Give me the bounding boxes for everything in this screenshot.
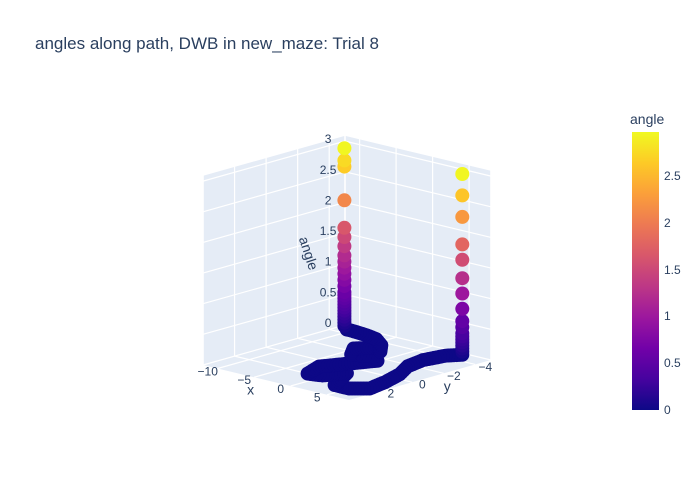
scatter-markers [300,141,470,396]
gridline [202,171,346,213]
end-spike-point [337,193,352,208]
x-tick-label: 0 [277,382,284,396]
wall-yz [345,135,491,360]
start-spike-point [455,167,470,181]
start-spike-point [455,301,470,316]
z-tick-label: 1 [325,255,332,269]
gridline [217,327,360,370]
start-spike-point [455,209,470,224]
x-tick-label: −5 [237,373,251,387]
start-spike-point [455,188,470,203]
colorbar-tick-label: 1.5 [664,262,681,277]
chart-title: angles along path, DWB in new_maze: Tria… [35,34,379,53]
colorbar-tick-label: 1 [664,309,671,324]
start-spike-point [455,314,470,329]
gridline [202,232,346,274]
colorbar-tick-label: 2 [664,215,671,230]
colorbar-gradient [632,132,659,410]
colorbar-title: angle [630,111,665,127]
y-tick-label: −2 [447,369,461,383]
y-axis-title: y [444,378,451,394]
end-spike-point [337,153,352,168]
gridline [344,201,492,239]
end-spike-point [337,141,352,156]
gridline [202,263,346,305]
gridline [344,171,492,208]
y-tick-label: −4 [479,360,493,374]
start-spike-point [455,237,470,252]
colorbar-tick-label: 0 [664,403,671,417]
x-tick-label: −10 [198,364,219,378]
gridline [202,201,346,243]
gridline [202,134,346,176]
z-tick-label: 0.5 [320,285,337,299]
gridline [344,134,492,171]
z-tick-label: 1.5 [320,224,337,238]
y-tick-label: 2 [387,387,394,401]
gridline [202,140,346,182]
z-tick-label: 3 [325,132,332,146]
start-spike-point [455,271,470,286]
start-spike-point [455,252,470,267]
z-tick-label: 2 [325,193,332,207]
x-tick-label: 5 [314,391,321,405]
z-tick-label: 0 [325,316,332,330]
colorbar-tick-label: 2.5 [664,168,681,183]
colorbar-tick-label: 0.5 [664,356,681,371]
y-tick-label: 0 [419,378,426,392]
end-spike-point [337,220,352,235]
z-tick-label: 2.5 [320,163,337,177]
start-spike-point [455,286,470,301]
wall-xz [203,135,345,365]
gridline [202,324,346,366]
gridline [202,293,346,335]
x-axis-title: x [247,382,254,398]
